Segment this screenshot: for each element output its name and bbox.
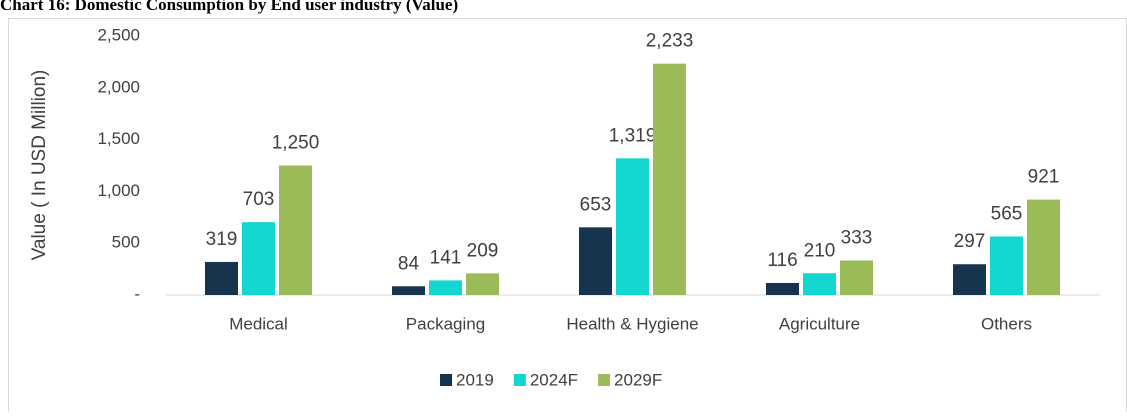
- value-label: 319: [206, 229, 238, 250]
- bar: [579, 227, 612, 295]
- bar: [803, 273, 836, 295]
- legend-label: 2024F: [530, 370, 578, 389]
- chart-frame: [8, 18, 1127, 417]
- bar: [840, 260, 873, 295]
- y-tick-label: 2,500: [97, 25, 140, 44]
- y-tick-label: 1,500: [97, 129, 140, 148]
- value-label: 333: [841, 228, 873, 249]
- bar: [953, 264, 986, 295]
- value-label: 565: [991, 203, 1023, 224]
- y-tick-label: 2,000: [97, 77, 140, 96]
- y-tick-label: -: [134, 284, 140, 303]
- bar: [242, 222, 275, 295]
- legend-swatch: [513, 374, 526, 386]
- x-tick-label: Others: [981, 314, 1032, 333]
- legend-swatch: [598, 374, 611, 386]
- value-label: 653: [580, 194, 612, 215]
- chart-title: Chart 16: Domestic Consumption by End us…: [0, 0, 458, 14]
- bar: [429, 280, 462, 295]
- bar: [279, 165, 312, 295]
- legend-label: 2029F: [614, 370, 662, 389]
- bar: [1027, 199, 1060, 295]
- y-axis-label: Value ( In USD Million): [29, 70, 50, 261]
- value-label: 141: [430, 247, 462, 268]
- value-label: 1,319: [609, 125, 657, 146]
- bar: [392, 286, 425, 295]
- bar: [616, 158, 649, 295]
- y-tick-label: 500: [112, 233, 140, 252]
- value-label: 210: [804, 240, 836, 261]
- bar: [653, 63, 686, 296]
- bar: [766, 282, 799, 295]
- legend-swatch: [440, 374, 452, 386]
- value-label: 84: [398, 253, 420, 274]
- x-tick-label: Agriculture: [779, 314, 860, 333]
- y-tick-label: 1,000: [97, 181, 140, 200]
- x-tick-label: Medical: [229, 314, 288, 333]
- value-label: 297: [954, 231, 986, 252]
- value-label: 703: [243, 189, 275, 210]
- bar: [205, 261, 238, 295]
- value-label: 921: [1028, 167, 1060, 188]
- bar: [990, 236, 1023, 295]
- x-tick-label: Packaging: [406, 314, 485, 333]
- value-label: 116: [767, 250, 797, 271]
- legend-label: 2019: [456, 370, 494, 389]
- x-tick-label: Health & Hygiene: [566, 314, 698, 333]
- value-label: 1,250: [272, 133, 320, 154]
- value-label: 209: [467, 240, 499, 261]
- bar: [466, 273, 499, 295]
- value-label: 2,233: [646, 31, 694, 52]
